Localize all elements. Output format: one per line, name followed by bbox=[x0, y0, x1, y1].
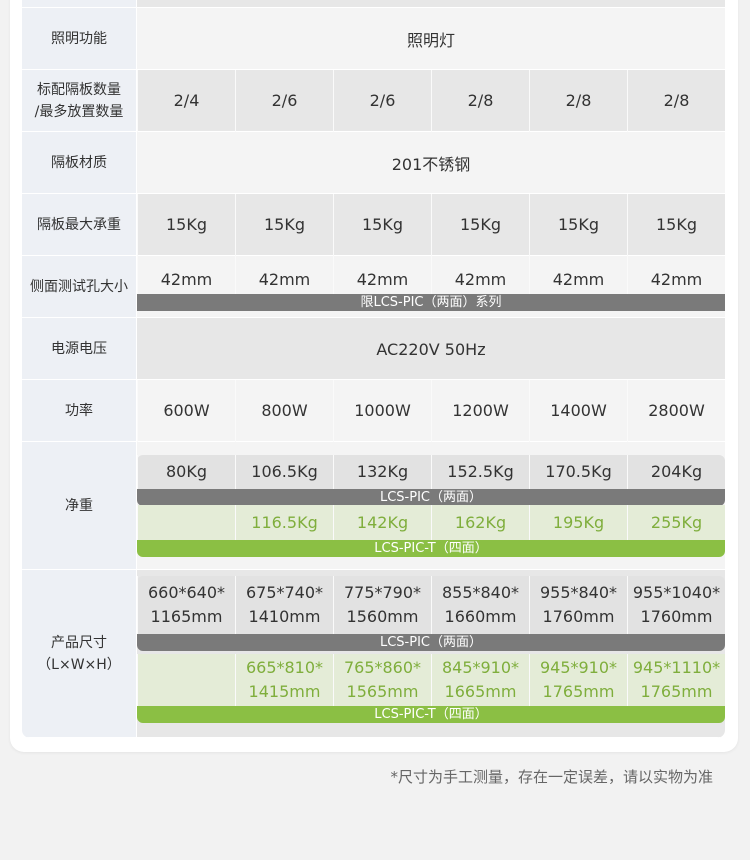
weight-pic-cell: 80Kg bbox=[137, 455, 235, 489]
spec-cell: 2/6 bbox=[333, 70, 431, 132]
size-pic-cell: 675*740* 1410mm bbox=[235, 576, 333, 634]
size-label: 产品尺寸 （L×W×H） bbox=[22, 570, 136, 738]
spec-cell: 42mm bbox=[137, 256, 235, 294]
spec-cell: 15Kg bbox=[529, 194, 627, 256]
weight-pic-bar: LCS-PIC（两面） bbox=[137, 489, 725, 506]
spec-cell: 2/4 bbox=[137, 70, 235, 132]
weight-pic-cell: 204Kg bbox=[627, 455, 725, 489]
table-top-edge-row bbox=[137, 0, 725, 8]
row-label: 照明功能 bbox=[22, 8, 136, 70]
spec-table: 照明功能 照明灯 标配隔板数量 /最多放置数量 2/4 2/6 2/6 2/8 2/8 2/8 隔… bbox=[22, 0, 725, 738]
spec-cell: 1000W bbox=[333, 380, 431, 442]
spec-cell: 15Kg bbox=[333, 194, 431, 256]
size-pict-cell: 845*910* 1665mm bbox=[431, 654, 529, 706]
spec-cell: 2/8 bbox=[431, 70, 529, 132]
spec-row bbox=[137, 132, 725, 194]
size-pict-bar: LCS-PIC-T（四面） bbox=[137, 706, 725, 723]
spec-value: 照明灯 bbox=[406, 31, 455, 50]
weight-pic-cell: 106.5Kg bbox=[235, 455, 333, 489]
spec-cell: 1200W bbox=[431, 380, 529, 442]
spec-row bbox=[137, 8, 725, 70]
size-pict-cell: 945*1110* 1765mm bbox=[627, 654, 725, 706]
spec-cell: 15Kg bbox=[431, 194, 529, 256]
spec-cell: 2/8 bbox=[529, 70, 627, 132]
size-pict-cell: 665*810* 1415mm bbox=[235, 654, 333, 706]
spec-cell: 15Kg bbox=[137, 194, 235, 256]
spec-row bbox=[137, 318, 725, 380]
weight-label: 净重 bbox=[22, 442, 136, 570]
weight-pict-cell: 142Kg bbox=[333, 505, 431, 540]
weight-pict-cell: 162Kg bbox=[431, 505, 529, 540]
spec-cell: 42mm bbox=[333, 256, 431, 294]
row-label: 功率 bbox=[22, 380, 136, 442]
size-pict-cell bbox=[137, 654, 235, 706]
spec-cell: 800W bbox=[235, 380, 333, 442]
row-label: 隔板材质 bbox=[22, 132, 136, 194]
weight-pic-cell: 132Kg bbox=[333, 455, 431, 489]
weight-pict-bar: LCS-PIC-T（四面） bbox=[137, 540, 725, 557]
spec-cell: 2/8 bbox=[627, 70, 725, 132]
size-pict-cell: 945*910* 1765mm bbox=[529, 654, 627, 706]
size-pic-cell: 855*840* 1660mm bbox=[431, 576, 529, 634]
size-pic-cell: 955*840* 1760mm bbox=[529, 576, 627, 634]
spec-cell: 42mm bbox=[627, 256, 725, 294]
spec-value: AC220V 50Hz bbox=[376, 339, 486, 359]
spec-cell: 2/6 bbox=[235, 70, 333, 132]
weight-pic-cell: 170.5Kg bbox=[529, 455, 627, 489]
size-pict-cell: 765*860* 1565mm bbox=[333, 654, 431, 706]
weight-pict-cell: 116.5Kg bbox=[235, 505, 333, 540]
table-top-edge bbox=[22, 0, 136, 8]
spec-cell: 15Kg bbox=[235, 194, 333, 256]
spec-cell: 42mm bbox=[431, 256, 529, 294]
spec-cell: 600W bbox=[137, 380, 235, 442]
weight-pict-cell bbox=[137, 505, 235, 540]
spec-cell: 42mm bbox=[235, 256, 333, 294]
spec-cell: 1400W bbox=[529, 380, 627, 442]
size-pic-cell: 775*790* 1560mm bbox=[333, 576, 431, 634]
weight-pic-cell: 152.5Kg bbox=[431, 455, 529, 489]
row-label: 侧面测试孔大小 bbox=[22, 256, 136, 318]
size-pic-cell: 660*640* 1165mm bbox=[137, 576, 235, 634]
row-label: 隔板最大承重 bbox=[22, 194, 136, 256]
spec-cell: 2800W bbox=[627, 380, 725, 442]
spec-cell: 42mm bbox=[529, 256, 627, 294]
footnote: *尺寸为手工测量，存在一定误差，请以实物为准 bbox=[390, 768, 713, 786]
spec-cell: 15Kg bbox=[627, 194, 725, 256]
series-note-bar: 限LCS-PIC（两面）系列 bbox=[137, 294, 725, 311]
row-label: 标配隔板数量 /最多放置数量 bbox=[22, 70, 136, 132]
weight-pict-cell: 255Kg bbox=[627, 505, 725, 540]
size-pic-bar: LCS-PIC（两面） bbox=[137, 634, 725, 651]
weight-pict-cell: 195Kg bbox=[529, 505, 627, 540]
spec-value: 201不锈钢 bbox=[391, 155, 471, 174]
size-pic-cell: 955*1040* 1760mm bbox=[627, 576, 725, 634]
row-label: 电源电压 bbox=[22, 318, 136, 380]
